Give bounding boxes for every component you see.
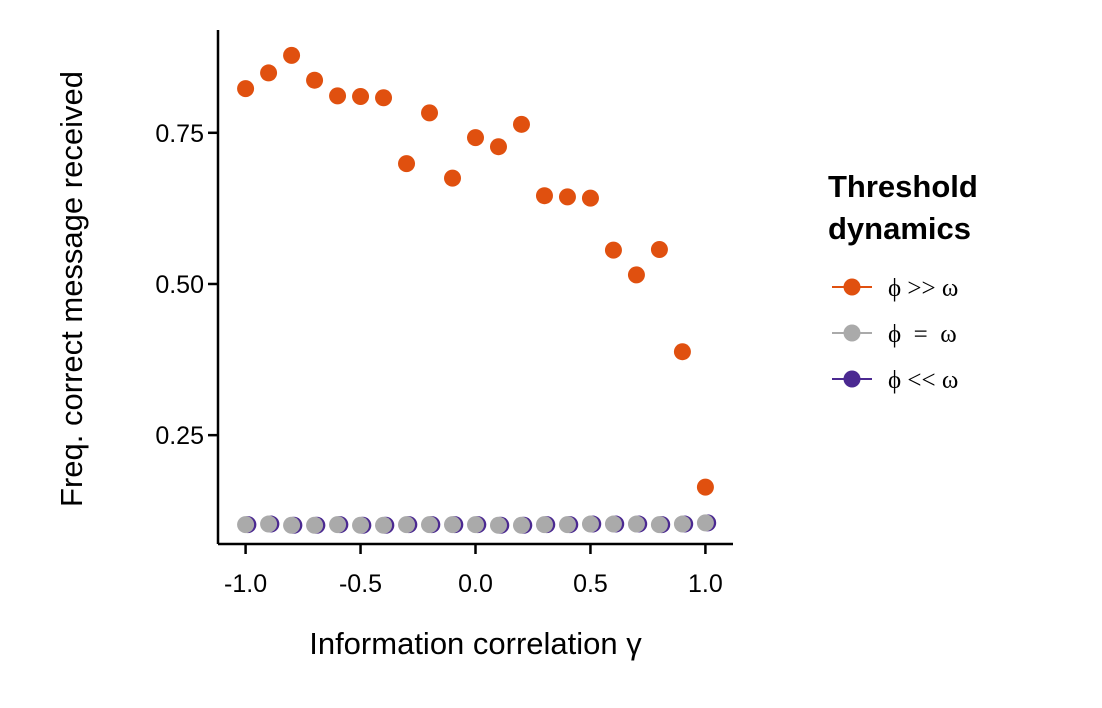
data-point — [581, 515, 599, 533]
x-axis-title: Information correlation γ — [309, 626, 642, 661]
data-point — [444, 516, 462, 534]
data-point — [375, 516, 393, 534]
data-point — [604, 515, 622, 533]
y-tick-label: 0.75 — [155, 120, 204, 148]
data-point — [535, 187, 553, 205]
data-point — [283, 46, 301, 64]
series-1 — [237, 514, 714, 534]
legend-title-line-2: dynamics — [828, 211, 971, 246]
data-point — [237, 516, 255, 534]
data-point — [260, 515, 278, 533]
data-point — [421, 516, 439, 534]
data-point — [558, 516, 576, 534]
legend-item: ϕ = ω — [832, 321, 957, 348]
legend-label: ϕ << ω — [888, 367, 958, 394]
data-point — [650, 516, 668, 534]
series-2 — [237, 46, 714, 496]
data-point — [329, 516, 347, 534]
data-point — [352, 516, 370, 534]
y-axis: 0.25 0.50 0.75 — [155, 30, 220, 544]
data-point — [581, 189, 599, 207]
x-tick-label: 0.0 — [458, 570, 493, 598]
legend-items: ϕ >> ω ϕ = ω ϕ << ω — [832, 275, 958, 394]
data-point — [444, 169, 462, 187]
data-point — [512, 115, 530, 133]
data-point — [306, 516, 324, 534]
data-point — [467, 129, 484, 147]
x-axis: -1.0 -0.5 0.0 0.5 1.0 — [218, 542, 733, 598]
legend-key-marker — [843, 324, 861, 342]
x-tick-label: 1.0 — [688, 570, 723, 598]
data-point — [489, 516, 507, 534]
x-tick-label: -1.0 — [224, 570, 267, 598]
data-points — [237, 46, 717, 534]
data-point — [512, 516, 530, 534]
legend-item: ϕ << ω — [832, 367, 958, 394]
x-tick-label: 0.5 — [573, 570, 608, 598]
data-point — [283, 516, 301, 534]
legend-label: ϕ = ω — [888, 321, 957, 348]
x-tick-label: -0.5 — [339, 570, 382, 598]
data-point — [260, 64, 278, 82]
legend-label: ϕ >> ω — [888, 275, 958, 302]
legend-key-marker — [843, 370, 861, 388]
data-point — [535, 516, 553, 534]
legend-item: ϕ >> ω — [832, 275, 958, 302]
y-axis-title: Freq. correct message received — [54, 71, 89, 507]
data-point — [673, 343, 691, 361]
data-point — [237, 80, 255, 98]
data-point — [329, 87, 347, 105]
y-tick-label: 0.25 — [155, 422, 204, 450]
data-point — [375, 89, 393, 107]
data-point — [489, 138, 507, 156]
data-point — [696, 514, 714, 532]
data-point — [352, 88, 370, 106]
data-point — [650, 241, 668, 259]
data-point — [627, 266, 645, 284]
data-point — [421, 104, 439, 122]
data-point — [627, 515, 645, 533]
data-point — [467, 516, 484, 534]
data-point — [696, 478, 714, 496]
data-point — [604, 241, 622, 259]
data-point — [558, 188, 576, 206]
legend: Threshold dynamics ϕ >> ω ϕ = ω ϕ << ω — [828, 169, 978, 394]
data-point — [673, 515, 691, 533]
legend-key-marker — [843, 278, 861, 296]
legend-title-line-1: Threshold — [828, 169, 978, 204]
data-point — [306, 71, 324, 89]
data-point — [398, 155, 416, 173]
y-tick-label: 0.50 — [155, 271, 204, 299]
data-point — [398, 516, 416, 534]
